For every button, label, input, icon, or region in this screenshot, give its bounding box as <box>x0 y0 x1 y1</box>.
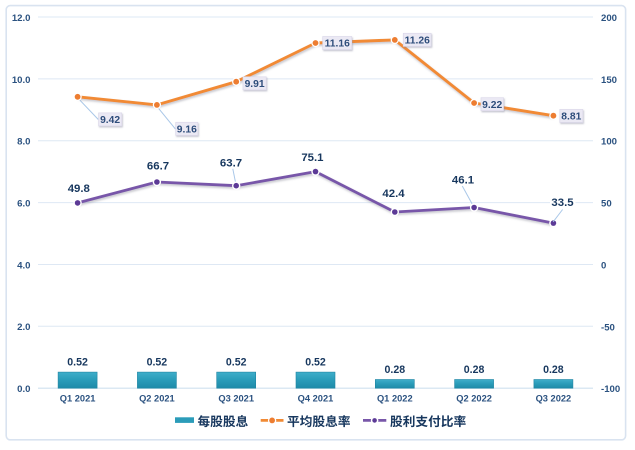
svg-text:200: 200 <box>601 13 617 24</box>
svg-text:9.91: 9.91 <box>245 79 265 90</box>
svg-text:46.1: 46.1 <box>452 175 475 187</box>
svg-text:9.42: 9.42 <box>100 115 120 126</box>
svg-text:33.5: 33.5 <box>551 197 574 209</box>
svg-text:0.52: 0.52 <box>67 357 88 369</box>
svg-text:0.28: 0.28 <box>384 364 405 376</box>
svg-text:0.0: 0.0 <box>17 384 30 395</box>
svg-text:49.8: 49.8 <box>68 183 90 195</box>
svg-text:2.0: 2.0 <box>17 322 30 333</box>
svg-text:9.16: 9.16 <box>177 124 197 135</box>
svg-text:42.4: 42.4 <box>382 188 405 200</box>
svg-text:9.22: 9.22 <box>482 100 502 111</box>
svg-text:Q1 2021: Q1 2021 <box>60 393 96 403</box>
svg-text:75.1: 75.1 <box>301 152 324 164</box>
svg-text:-100: -100 <box>601 384 620 395</box>
svg-text:10.0: 10.0 <box>12 75 31 86</box>
svg-text:4.0: 4.0 <box>17 260 30 271</box>
svg-text:8.81: 8.81 <box>561 112 581 123</box>
svg-text:Q2 2022: Q2 2022 <box>456 393 492 403</box>
svg-text:Q4 2021: Q4 2021 <box>298 393 334 403</box>
svg-text:Q3 2021: Q3 2021 <box>218 393 254 403</box>
svg-text:63.7: 63.7 <box>220 158 242 170</box>
svg-text:0.52: 0.52 <box>147 357 168 369</box>
svg-text:Q2 2021: Q2 2021 <box>139 393 175 403</box>
svg-text:-50: -50 <box>601 322 615 333</box>
svg-text:11.16: 11.16 <box>325 39 350 50</box>
svg-text:0.28: 0.28 <box>464 364 485 376</box>
svg-text:0.52: 0.52 <box>226 357 247 369</box>
svg-text:0: 0 <box>601 260 606 271</box>
svg-text:Q3 2022: Q3 2022 <box>536 393 572 403</box>
svg-text:Q1 2022: Q1 2022 <box>377 393 413 403</box>
svg-text:100: 100 <box>601 137 617 148</box>
svg-text:0.28: 0.28 <box>543 364 564 376</box>
svg-text:150: 150 <box>601 75 617 86</box>
svg-text:6.0: 6.0 <box>17 199 30 210</box>
svg-text:8.0: 8.0 <box>17 137 30 148</box>
svg-text:11.26: 11.26 <box>405 35 430 46</box>
svg-text:12.0: 12.0 <box>12 13 31 24</box>
svg-text:0.52: 0.52 <box>305 357 326 369</box>
svg-text:50: 50 <box>601 199 612 210</box>
svg-text:66.7: 66.7 <box>147 161 169 173</box>
